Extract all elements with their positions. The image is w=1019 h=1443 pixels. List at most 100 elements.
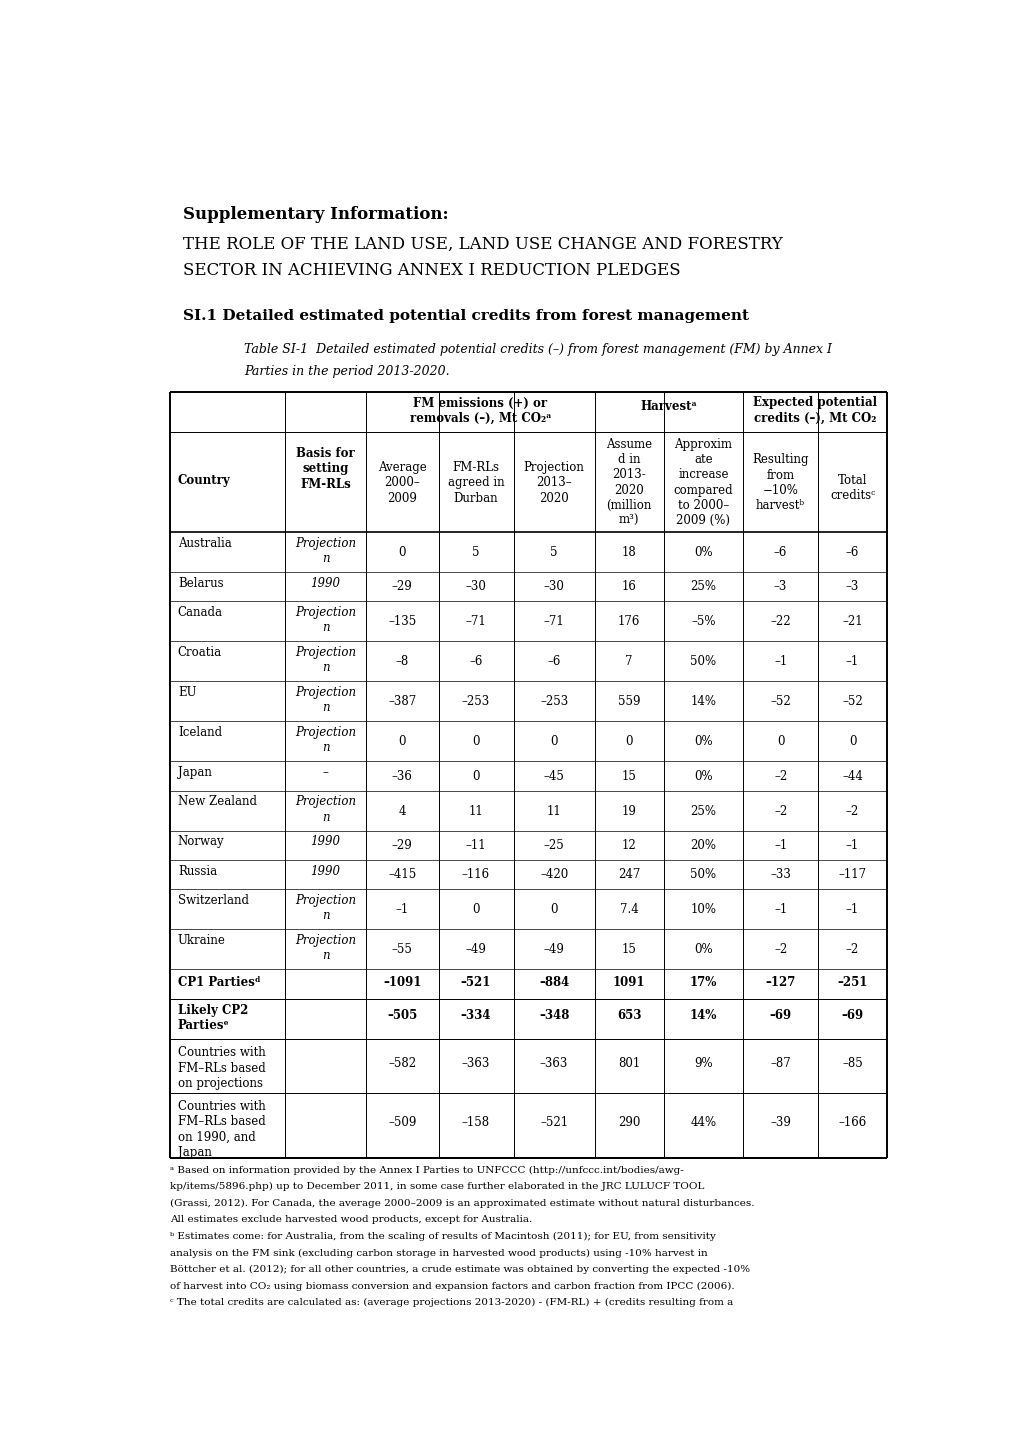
Text: Projection
n: Projection n — [294, 934, 356, 962]
Text: –71: –71 — [543, 615, 564, 628]
Text: –1: –1 — [773, 840, 787, 853]
Text: kp/items/5896.php) up to December 2011, in some case further elaborated in the J: kp/items/5896.php) up to December 2011, … — [170, 1182, 704, 1192]
Text: –29: –29 — [391, 580, 413, 593]
Text: Projection
n: Projection n — [294, 795, 356, 824]
Text: 11: 11 — [468, 805, 483, 818]
Text: Russia: Russia — [177, 864, 217, 877]
Text: –5%: –5% — [691, 615, 715, 628]
Text: –1: –1 — [773, 655, 787, 668]
Text: Table SI-1  Detailed estimated potential credits (–) from forest management (FM): Table SI-1 Detailed estimated potential … — [244, 343, 830, 356]
Text: –1091: –1091 — [383, 977, 421, 990]
Text: of harvest into CO₂ using biomass conversion and expansion factors and carbon fr: of harvest into CO₂ using biomass conver… — [170, 1281, 734, 1290]
Text: 0: 0 — [550, 736, 557, 749]
Text: 19: 19 — [622, 805, 636, 818]
Text: –884: –884 — [538, 977, 569, 990]
Text: –509: –509 — [388, 1115, 416, 1128]
Text: –420: –420 — [539, 869, 568, 882]
Text: Likely CP2
Partiesᵉ: Likely CP2 Partiesᵉ — [177, 1004, 248, 1032]
Text: –30: –30 — [543, 580, 565, 593]
Text: Croatia: Croatia — [177, 646, 222, 659]
Text: 14%: 14% — [690, 696, 715, 709]
Text: –334: –334 — [461, 1010, 491, 1023]
Text: Belarus: Belarus — [177, 577, 223, 590]
Text: 50%: 50% — [690, 869, 715, 882]
Text: –33: –33 — [769, 869, 791, 882]
Text: –127: –127 — [764, 977, 795, 990]
Text: All estimates exclude harvested wood products, except for Australia.: All estimates exclude harvested wood pro… — [170, 1215, 532, 1224]
Text: Projection
n: Projection n — [294, 646, 356, 674]
Text: Total
creditsᶜ: Total creditsᶜ — [829, 475, 874, 502]
Text: –85: –85 — [842, 1058, 862, 1071]
Text: 5: 5 — [550, 545, 557, 558]
Text: –116: –116 — [462, 869, 489, 882]
Text: 0: 0 — [848, 736, 856, 749]
Text: –3: –3 — [773, 580, 787, 593]
Text: ᵇ Estimates come: for Australia, from the scaling of results of Macintosh (2011): ᵇ Estimates come: for Australia, from th… — [170, 1232, 715, 1241]
Text: –117: –117 — [838, 869, 866, 882]
Text: 0: 0 — [398, 736, 406, 749]
Text: –39: –39 — [769, 1115, 791, 1128]
Text: –1: –1 — [395, 903, 409, 916]
Text: Basis for
setting
FM-RLs: Basis for setting FM-RLs — [296, 447, 355, 491]
Text: –415: –415 — [388, 869, 416, 882]
Text: 11: 11 — [546, 805, 561, 818]
Text: Iceland: Iceland — [177, 726, 222, 739]
Text: SI.1 Detailed estimated potential credits from forest management: SI.1 Detailed estimated potential credit… — [183, 309, 749, 323]
Text: 12: 12 — [622, 840, 636, 853]
Text: –1: –1 — [845, 903, 858, 916]
Text: 801: 801 — [618, 1058, 640, 1071]
Text: –253: –253 — [462, 696, 490, 709]
Text: –29: –29 — [391, 840, 413, 853]
Text: Projection
n: Projection n — [294, 606, 356, 633]
Text: 0%: 0% — [693, 944, 712, 957]
Text: –22: –22 — [769, 615, 790, 628]
Text: –6: –6 — [547, 655, 560, 668]
Text: 16: 16 — [622, 580, 636, 593]
Text: Countries with
FM–RLs based
on 1990, and
Japan: Countries with FM–RLs based on 1990, and… — [177, 1100, 265, 1159]
Text: –582: –582 — [388, 1058, 416, 1071]
Text: 10%: 10% — [690, 903, 715, 916]
Text: 1990: 1990 — [310, 577, 340, 590]
Text: Resulting
from
−10%
harvestᵇ: Resulting from −10% harvestᵇ — [752, 453, 808, 512]
Text: 4: 4 — [398, 805, 406, 818]
Text: Average
2000–
2009: Average 2000– 2009 — [378, 462, 426, 505]
Text: 0: 0 — [625, 736, 633, 749]
Text: Projection
2013–
2020: Projection 2013– 2020 — [523, 462, 584, 505]
Text: –505: –505 — [387, 1010, 417, 1023]
Text: 5: 5 — [472, 545, 479, 558]
Text: –8: –8 — [395, 655, 409, 668]
Text: New Zealand: New Zealand — [177, 795, 257, 808]
Text: –55: –55 — [391, 944, 413, 957]
Text: Norway: Norway — [177, 835, 224, 848]
Text: FM-RLs
agreed in
Durban: FM-RLs agreed in Durban — [447, 462, 503, 505]
Text: –87: –87 — [769, 1058, 790, 1071]
Text: –521: –521 — [461, 977, 491, 990]
Text: –3: –3 — [845, 580, 858, 593]
Text: Böttcher et al. (2012); for all other countries, a crude estimate was obtained b: Böttcher et al. (2012); for all other co… — [170, 1266, 750, 1274]
Text: Projection
n: Projection n — [294, 893, 356, 922]
Text: Supplementary Information:: Supplementary Information: — [183, 206, 448, 224]
Text: –166: –166 — [838, 1115, 866, 1128]
Text: 17%: 17% — [689, 977, 716, 990]
Text: 247: 247 — [618, 869, 640, 882]
Text: Assume
d in
2013-
2020
(million
m³): Assume d in 2013- 2020 (million m³) — [605, 439, 651, 527]
Text: –135: –135 — [388, 615, 416, 628]
Text: Switzerland: Switzerland — [177, 893, 249, 906]
Text: 0%: 0% — [693, 545, 712, 558]
Text: 0%: 0% — [693, 771, 712, 784]
Text: 44%: 44% — [690, 1115, 715, 1128]
Text: 0: 0 — [472, 771, 479, 784]
Text: 7.4: 7.4 — [620, 903, 638, 916]
Text: –71: –71 — [466, 615, 486, 628]
Text: –1: –1 — [845, 655, 858, 668]
Text: –348: –348 — [538, 1010, 569, 1023]
Text: –2: –2 — [773, 771, 787, 784]
Text: –49: –49 — [465, 944, 486, 957]
Text: Projection
n: Projection n — [294, 537, 356, 564]
Text: 25%: 25% — [690, 580, 715, 593]
Text: –1: –1 — [773, 903, 787, 916]
Text: Projection
n: Projection n — [294, 685, 356, 714]
Text: 176: 176 — [618, 615, 640, 628]
Text: –1: –1 — [845, 840, 858, 853]
Text: –6: –6 — [469, 655, 482, 668]
